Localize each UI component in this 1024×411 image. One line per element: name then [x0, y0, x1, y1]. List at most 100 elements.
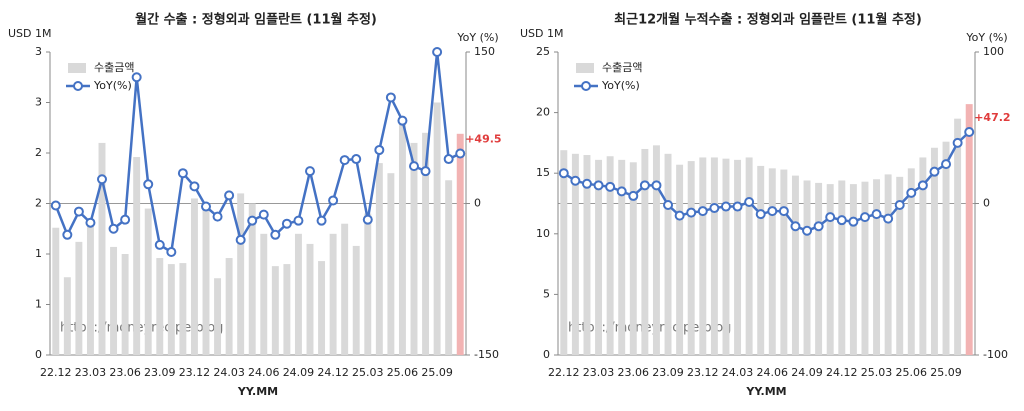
- x-tick-label: 25.06: [896, 366, 928, 379]
- marker: [409, 161, 419, 172]
- x-axis-title: YY.MM: [237, 385, 278, 398]
- bar: [433, 102, 441, 355]
- marker: [744, 196, 755, 207]
- bar: [560, 150, 568, 355]
- marker: [224, 190, 235, 201]
- marker: [455, 148, 466, 159]
- bar: [214, 278, 222, 355]
- bar: [919, 157, 927, 355]
- bar: [884, 174, 892, 355]
- x-tick-label: 25.09: [930, 366, 962, 379]
- marker: [235, 234, 246, 245]
- bar: [329, 233, 337, 355]
- marker: [177, 168, 188, 179]
- legend-label: YoY(%): [93, 79, 132, 92]
- bar: [699, 157, 707, 355]
- marker: [85, 217, 96, 228]
- value-label: +47.2: [974, 111, 1010, 124]
- bar: [965, 104, 973, 355]
- x-tick-label: 25.03: [861, 366, 893, 379]
- bar: [283, 264, 291, 355]
- marker: [258, 209, 269, 220]
- y-tick-label: 3: [35, 45, 42, 58]
- marker: [651, 180, 662, 191]
- y2-tick-label: 0: [474, 197, 481, 210]
- bar: [398, 122, 406, 355]
- marker: [270, 229, 281, 240]
- marker: [558, 168, 569, 179]
- y-tick-label: 0: [35, 348, 42, 361]
- bar: [306, 243, 314, 355]
- bar: [294, 233, 302, 355]
- marker: [143, 179, 154, 190]
- y2-tick-label: -150: [474, 348, 499, 361]
- marker: [732, 201, 743, 212]
- marker: [883, 213, 894, 224]
- x-tick-label: 23.03: [583, 366, 615, 379]
- bar: [202, 203, 210, 355]
- legend-label: 수출금액: [94, 61, 134, 74]
- bar: [629, 162, 637, 355]
- marker: [605, 181, 616, 192]
- x-tick-label: 22.12: [548, 366, 580, 379]
- marker: [628, 190, 639, 201]
- bar: [722, 158, 730, 355]
- marker: [755, 209, 766, 220]
- bar: [861, 181, 869, 355]
- marker: [859, 212, 870, 223]
- legend-marker: [581, 81, 591, 91]
- marker: [316, 215, 327, 226]
- marker: [767, 206, 778, 217]
- marker: [62, 229, 73, 240]
- bar: [849, 184, 857, 355]
- marker: [616, 186, 627, 197]
- bar: [144, 208, 152, 355]
- marker: [351, 154, 362, 165]
- bar: [133, 157, 141, 355]
- x-tick-label: 23.12: [687, 366, 719, 379]
- y-axis-title: USD 1M: [8, 27, 52, 40]
- bar: [410, 142, 418, 355]
- marker: [802, 225, 813, 236]
- y-tick-label: 25: [536, 45, 550, 58]
- marker: [305, 166, 315, 177]
- bar: [75, 241, 83, 355]
- bar: [896, 176, 904, 355]
- marker: [154, 239, 165, 250]
- marker: [374, 144, 385, 155]
- y-tick-label: 1: [35, 298, 42, 311]
- bar: [98, 142, 106, 355]
- x-tick-label: 25.09: [421, 366, 453, 379]
- bar: [63, 277, 71, 355]
- bar: [225, 258, 233, 355]
- bar: [156, 258, 164, 355]
- bar: [595, 159, 603, 355]
- x-tick-label: 23.06: [618, 366, 650, 379]
- x-tick-label: 24.09: [791, 366, 823, 379]
- marker: [720, 201, 731, 212]
- y2-tick-label: -100: [983, 348, 1008, 361]
- marker: [593, 180, 604, 191]
- bar: [364, 213, 372, 355]
- marker: [848, 216, 859, 227]
- bar: [352, 245, 360, 355]
- bar: [110, 246, 118, 355]
- marker: [108, 223, 119, 234]
- bar: [710, 157, 718, 355]
- marker: [674, 210, 685, 221]
- legend-marker: [73, 81, 83, 91]
- bar: [676, 164, 684, 355]
- x-tick-label: 24.12: [826, 366, 858, 379]
- marker: [686, 207, 697, 218]
- value-label: +49.5: [465, 133, 501, 146]
- marker: [73, 206, 84, 217]
- x-tick-label: 24.09: [283, 366, 315, 379]
- bar: [190, 198, 198, 355]
- bar: [826, 184, 834, 355]
- bar: [341, 223, 349, 355]
- marker: [362, 214, 373, 225]
- y-tick-label: 5: [543, 287, 550, 300]
- marker: [328, 195, 339, 206]
- x-tick-label: 24.03: [722, 366, 754, 379]
- marker: [247, 215, 258, 226]
